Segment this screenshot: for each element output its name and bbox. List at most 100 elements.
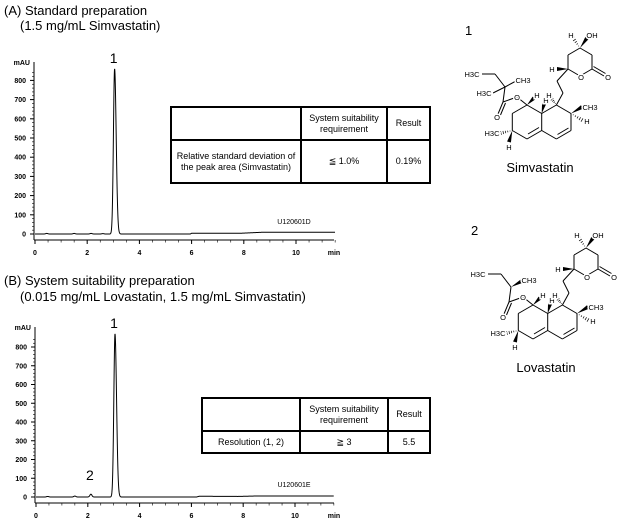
hashed-bond: [556, 298, 560, 301]
y-tick-label: 100: [15, 476, 27, 483]
hashed-bond: [572, 38, 576, 42]
y-tick-label: 800: [14, 78, 26, 85]
peak-label: 1: [110, 315, 118, 331]
peak-label: 2: [86, 467, 94, 483]
hashed-bond: [553, 101, 556, 103]
y-axis-label: mAU: [15, 325, 31, 332]
atom-label: O: [611, 273, 617, 282]
hashed-bond: [506, 330, 508, 336]
y-axis-label: mAU: [14, 60, 30, 67]
x-tick-label: 8: [242, 250, 246, 257]
bond: [527, 127, 540, 135]
x-tick-label: 6: [190, 250, 194, 257]
wedge-bond: [586, 236, 595, 248]
hashed-bond: [580, 315, 583, 317]
wedge-bond: [563, 267, 574, 271]
table-header-row: System suitability requirement Result: [201, 397, 431, 432]
bond: [591, 68, 605, 77]
atom-label: H: [552, 291, 557, 300]
bond: [557, 127, 569, 135]
bond: [562, 268, 575, 282]
hashed-bond: [578, 238, 582, 242]
bond: [541, 104, 557, 114]
y-tick-label: 700: [15, 363, 27, 370]
bond: [492, 86, 506, 94]
hashed-bond: [508, 330, 510, 335]
bond: [585, 268, 599, 277]
table-cell: Relative standard deviation of the peak …: [170, 139, 302, 184]
hashed-bond: [574, 41, 577, 43]
atom-label: CH3: [515, 76, 530, 85]
hashed-bond: [576, 116, 579, 119]
atom-label: H3C: [470, 270, 486, 279]
wedge-bond: [513, 330, 519, 343]
atom-label: H: [574, 231, 579, 240]
bond: [562, 330, 578, 340]
hashed-bond: [576, 43, 579, 45]
table-cell: 5.5: [387, 430, 431, 454]
bond: [573, 247, 587, 256]
y-tick-label: 400: [15, 420, 27, 427]
chromatogram-trace: [35, 68, 336, 235]
bond: [579, 68, 593, 77]
wedge-bond: [541, 103, 546, 114]
hashed-bond: [582, 316, 585, 319]
atom-label: O: [500, 313, 506, 322]
hashed-bond: [586, 318, 590, 322]
table-header-cell: System suitability requirement: [299, 397, 389, 432]
bond: [556, 104, 572, 114]
atom-label: O: [578, 73, 584, 82]
wedge-bond: [547, 303, 552, 314]
hashed-bond: [580, 241, 583, 243]
hashed-bond: [504, 130, 507, 134]
hashed-bond: [500, 130, 502, 136]
chromatogram-a: 0 100 200 300 400 500 600 700 800 mAU 0 2 4 6 8 10 min 1 U…: [14, 50, 341, 257]
wedge-bond: [577, 305, 590, 314]
atom-label: H: [512, 343, 517, 352]
atom-label: CH3: [588, 303, 603, 312]
wedge-bond: [580, 36, 589, 48]
atom-label: OH: [586, 31, 597, 40]
atom-label: H: [568, 31, 573, 40]
y-tick-label: 200: [14, 193, 26, 200]
compound-name: Lovastatin: [516, 360, 575, 375]
bond: [556, 68, 569, 82]
bond: [599, 266, 612, 274]
panel-a-subtitle: (1.5 mg/mL Simvastatin): [20, 18, 161, 33]
table-row: Resolution (1, 2) ≧ 3 5.5: [201, 430, 431, 454]
panel-b-suitability-table: System suitability requirement Result Re…: [201, 397, 431, 454]
y-tick-label: 400: [14, 155, 26, 162]
table-header-row: System suitability requirement Result: [170, 106, 431, 141]
hashed-bond: [578, 117, 581, 121]
bond: [567, 47, 581, 56]
bond: [555, 92, 564, 106]
wedge-bond: [527, 96, 536, 105]
bond: [532, 330, 548, 340]
bond: [547, 304, 563, 314]
bond: [597, 268, 611, 277]
hashed-bond: [582, 243, 585, 245]
compound-number: 2: [471, 223, 478, 238]
x-tick-label: 10: [291, 513, 299, 520]
bond: [506, 302, 512, 316]
bond: [563, 327, 575, 335]
table-row: Relative standard deviation of the peak …: [170, 139, 431, 184]
bond: [547, 330, 563, 340]
table-cell: ≧ 3: [299, 430, 389, 454]
y-tick-label: 200: [15, 457, 27, 464]
atom-label: O: [520, 293, 526, 302]
hashed-bond: [557, 299, 561, 302]
y-tick-label: 300: [15, 438, 27, 445]
sample-id: U120601D: [277, 219, 310, 226]
bond: [593, 66, 606, 74]
bond: [556, 80, 564, 94]
bond: [532, 304, 548, 314]
atom-label: H: [549, 65, 554, 74]
compound-name: Simvastatin: [506, 160, 573, 175]
bond: [541, 130, 557, 140]
atom-label: O: [584, 273, 590, 282]
hashed-bond: [584, 317, 587, 321]
chromatogram-trace: [36, 333, 334, 498]
table-header-cell: System suitability requirement: [300, 106, 388, 141]
bond: [573, 268, 587, 277]
